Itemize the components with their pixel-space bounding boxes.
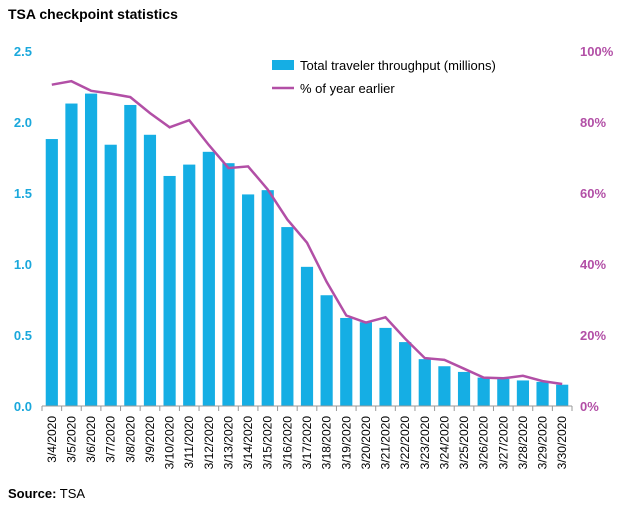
x-tick-label: 3/22/2020 bbox=[398, 416, 412, 470]
x-tick-label: 3/27/2020 bbox=[496, 416, 510, 470]
right-tick-label: 100% bbox=[580, 44, 614, 59]
right-tick-label: 0% bbox=[580, 399, 599, 414]
x-tick-label: 3/6/2020 bbox=[84, 416, 98, 463]
bar bbox=[84, 93, 98, 406]
bar bbox=[399, 342, 412, 406]
x-tick-label: 3/4/2020 bbox=[45, 416, 59, 463]
bar bbox=[497, 379, 510, 406]
right-tick-label: 80% bbox=[580, 115, 606, 130]
legend-line-label: % of year earlier bbox=[300, 81, 395, 96]
bar bbox=[457, 371, 471, 406]
x-axis-labels: 3/4/2020 3/5/2020 3/6/2020 3/7/2020 3/8/2020… bbox=[45, 416, 569, 470]
x-tick-label: 3/17/2020 bbox=[300, 416, 314, 470]
bar bbox=[104, 144, 117, 406]
chart-svg: 0.0 0.5 1.0 1.5 2.0 2.5 0% 20% 40% 60% 80% 100% 3/… bbox=[14, 44, 614, 470]
left-tick-label: 2.0 bbox=[14, 115, 32, 130]
bar bbox=[124, 104, 137, 407]
bar bbox=[65, 103, 78, 406]
bar bbox=[281, 227, 294, 406]
legend-bar-label: Total traveler throughput (millions) bbox=[300, 58, 496, 73]
left-tick-label: 1.0 bbox=[14, 257, 32, 272]
x-tick-label: 3/11/2020 bbox=[182, 416, 196, 469]
bar bbox=[516, 380, 530, 406]
right-tick-label: 20% bbox=[580, 328, 606, 343]
bar bbox=[379, 327, 392, 406]
x-tick-label: 3/15/2020 bbox=[261, 416, 275, 470]
bar bbox=[320, 295, 333, 406]
x-tick-label: 3/26/2020 bbox=[477, 416, 491, 470]
left-tick-label: 0.0 bbox=[14, 399, 32, 414]
bar bbox=[143, 134, 157, 406]
x-tick-label: 3/28/2020 bbox=[516, 416, 530, 470]
bar bbox=[163, 175, 176, 406]
x-tick-label: 3/29/2020 bbox=[536, 416, 550, 470]
right-axis-ticks: 0% 20% 40% 60% 80% 100% bbox=[580, 44, 614, 414]
source-value: TSA bbox=[59, 486, 86, 501]
x-tick-label: 3/9/2020 bbox=[143, 416, 157, 463]
bar bbox=[477, 377, 490, 406]
x-tick-label: 3/30/2020 bbox=[555, 416, 569, 470]
x-tick-label: 3/20/2020 bbox=[359, 416, 373, 470]
x-tick-label: 3/14/2020 bbox=[241, 416, 255, 470]
right-tick-label: 40% bbox=[580, 257, 606, 272]
x-tick-label: 3/18/2020 bbox=[320, 416, 334, 470]
x-tick-label: 3/5/2020 bbox=[64, 416, 78, 463]
bar bbox=[261, 190, 274, 406]
legend-bar-swatch bbox=[272, 60, 294, 70]
bar-series bbox=[45, 93, 569, 407]
bar bbox=[438, 366, 451, 406]
x-tick-label: 3/7/2020 bbox=[104, 416, 118, 463]
x-tick-label: 3/12/2020 bbox=[202, 416, 216, 470]
percent-line bbox=[51, 79, 563, 386]
right-tick-label: 60% bbox=[580, 186, 606, 201]
bar bbox=[183, 164, 196, 406]
chart-title: TSA checkpoint statistics bbox=[8, 6, 178, 22]
bar bbox=[242, 194, 255, 406]
x-tick-label: 3/21/2020 bbox=[379, 416, 393, 470]
bar bbox=[300, 266, 314, 406]
bar bbox=[359, 322, 372, 406]
x-tick-label: 3/23/2020 bbox=[418, 416, 432, 470]
left-axis-ticks: 0.0 0.5 1.0 1.5 2.0 2.5 bbox=[14, 44, 32, 414]
x-tick-label: 3/24/2020 bbox=[437, 416, 451, 470]
bar bbox=[45, 139, 58, 407]
bar bbox=[340, 317, 353, 406]
bar bbox=[222, 163, 235, 406]
x-tick-label: 3/10/2020 bbox=[163, 416, 177, 470]
source-label: Source: bbox=[8, 486, 57, 501]
bar bbox=[418, 359, 431, 406]
x-tick-label: 3/8/2020 bbox=[123, 416, 137, 463]
source-note: Source: TSA bbox=[8, 486, 85, 501]
legend: Total traveler throughput (millions) % o… bbox=[272, 58, 496, 96]
x-tick-label: 3/13/2020 bbox=[221, 416, 235, 470]
x-axis-tick-marks bbox=[41, 406, 573, 411]
left-tick-label: 2.5 bbox=[14, 44, 32, 59]
left-tick-label: 1.5 bbox=[14, 186, 32, 201]
bar bbox=[536, 381, 549, 406]
bar bbox=[202, 151, 215, 406]
left-tick-label: 0.5 bbox=[14, 328, 32, 343]
bar bbox=[556, 384, 569, 406]
x-tick-label: 3/19/2020 bbox=[339, 416, 353, 470]
x-tick-label: 3/16/2020 bbox=[280, 416, 294, 470]
x-tick-label: 3/25/2020 bbox=[457, 416, 471, 470]
